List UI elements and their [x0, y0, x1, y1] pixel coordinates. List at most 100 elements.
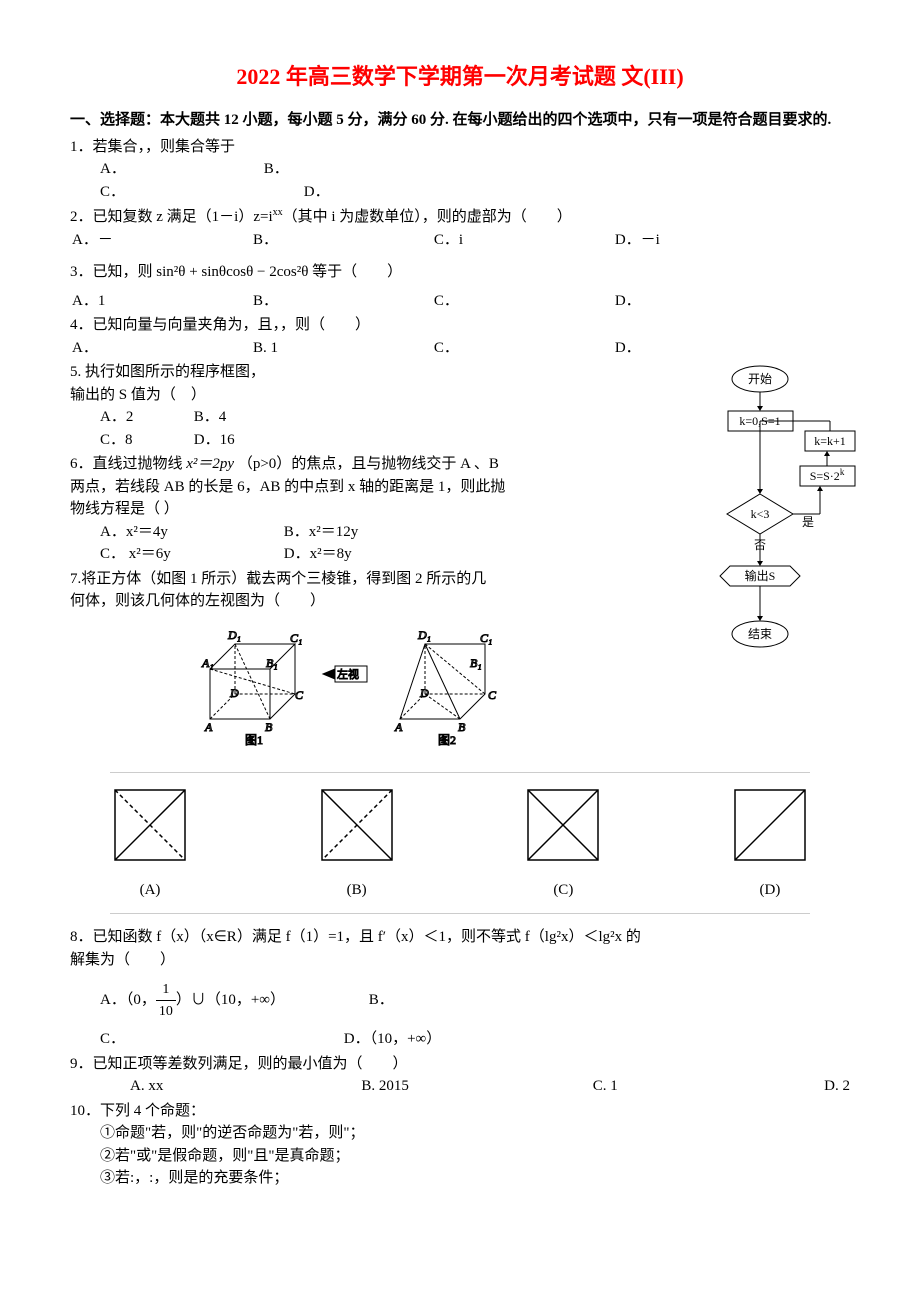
- q10-p2: ②若"或"是假命题，则"且"是真命题；: [70, 1145, 850, 1168]
- svg-text:C: C: [295, 688, 304, 702]
- q3-opt-a: A．1: [72, 290, 253, 313]
- choice-b-label: (B): [317, 879, 397, 902]
- svg-text:B₁: B₁: [470, 656, 482, 670]
- fig1-label: 图1: [245, 733, 263, 747]
- q1-opts-row1: A． B．: [70, 158, 850, 181]
- svg-text:A: A: [394, 720, 403, 734]
- q6-opts-r1: A．x²＝4y B．x²＝12y: [70, 521, 610, 544]
- q9-opt-a: A. xx: [130, 1075, 361, 1098]
- arrow-label: 左视: [337, 667, 359, 681]
- q7-stem1: 7.将正方体（如图 1 所示）截去两个三棱锥，得到图 2 所示的几: [70, 571, 486, 587]
- q3-opt-c: C．: [434, 290, 615, 313]
- svg-text:D₁: D₁: [227, 628, 241, 642]
- q2-opts: A．－ B． C．i D．－i: [70, 229, 850, 252]
- q6-stem2: 的焦点，且与抛物线交于 A 、B: [291, 456, 499, 472]
- q5-opt-c: C．8: [100, 429, 190, 452]
- q4-opt-b: B. 1: [253, 337, 434, 360]
- svg-text:B: B: [458, 720, 466, 734]
- q9-opts: A. xx B. 2015 C. 1 D. 2: [70, 1075, 850, 1098]
- q6-stem4: 物线方程是（ ）: [70, 498, 610, 521]
- question-7: 7.将正方体（如图 1 所示）截去两个三棱锥，得到图 2 所示的几: [70, 568, 610, 591]
- q9-opt-b: B. 2015: [361, 1075, 592, 1098]
- q5-to-7-block: 开始 k=0,S=1 k<3 否 是 输出S 结束 k=k+1 S=S·2k 5…: [70, 361, 850, 613]
- q6-opt-c: C． x²＝6y: [100, 543, 280, 566]
- section-heading: 一、选择题：本大题共 12 小题，每小题 5 分，满分 60 分. 在每小题给出…: [70, 109, 850, 132]
- q8-opt-a-post: ）∪（10，+∞）: [176, 992, 285, 1008]
- choice-d-label: (D): [730, 879, 810, 902]
- flow-out: 输出S: [745, 568, 776, 583]
- q6-eq: x²＝2py: [186, 456, 234, 472]
- q2-opt-d: D．－i: [615, 229, 850, 252]
- choice-a-label: (A): [110, 879, 190, 902]
- choice-c: (C): [523, 785, 603, 901]
- question-9: 9．已知正项等差数列满足，则的最小值为（ ）: [70, 1053, 850, 1076]
- q3-stem2: 等于（ ）: [312, 264, 402, 280]
- q3-opts: A．1 B． C． D．: [70, 290, 850, 313]
- q10-p3: ③若:，:，则是的充要条件；: [70, 1167, 850, 1190]
- q6-opt-d: D．x²＝8y: [284, 546, 352, 562]
- q2-opt-a: A．－: [72, 229, 253, 252]
- question-5: 5. 执行如图所示的程序框图，: [70, 361, 610, 384]
- q8-stem2: 解集为（ ）: [70, 949, 850, 972]
- q8-frac: 110: [156, 979, 176, 1022]
- flow-mult-exp: k: [840, 467, 845, 477]
- svg-text:C: C: [488, 688, 497, 702]
- q8-opt-c: C．: [100, 1028, 340, 1051]
- svg-text:S=S·2k: S=S·2k: [810, 467, 845, 483]
- q5-stem2: 输出的 S 值为（ ）: [70, 384, 610, 407]
- q6-paren: （p>0）: [238, 456, 291, 472]
- question-3: 3．已知，则 sin²θ + sinθcosθ − 2cos²θ 等于（ ）: [70, 261, 850, 284]
- q4-opt-a: A．: [72, 337, 253, 360]
- q10-stem: 10．下列 4 个命题：: [70, 1103, 205, 1119]
- q2-stem2: （其中 i 为虚数单位），则的虚部为（ ）: [283, 209, 572, 225]
- q7-stem2: 何体，则该几何体的左视图为（ ）: [70, 590, 610, 613]
- q1-opts-row2: C． D．: [70, 181, 850, 204]
- q5-opts-r2: C．8 D．16: [70, 429, 610, 452]
- q6-opt-a: A．x²＝4y: [100, 521, 280, 544]
- q3-opt-b: B．: [253, 290, 434, 313]
- q1-opt-a: A．: [100, 158, 260, 181]
- q2-opt-c: C．i: [434, 229, 615, 252]
- flow-start: 开始: [748, 372, 772, 386]
- q5-opts-r1: A．2 B．4: [70, 406, 610, 429]
- question-10: 10．下列 4 个命题：: [70, 1100, 850, 1123]
- svg-text:D: D: [229, 686, 239, 700]
- q8-frac-den: 10: [156, 1001, 176, 1022]
- choice-a: (A): [110, 785, 190, 901]
- choice-d: (D): [730, 785, 810, 901]
- question-8: 8．已知函数 f（x）（x∈R）满足 f（1）=1，且 f′（x）＜1，则不等式…: [70, 926, 850, 949]
- question-6: 6．直线过抛物线 x²＝2py （p>0）的焦点，且与抛物线交于 A 、B: [70, 453, 610, 476]
- question-2: 2．已知复数 z 满足（1－i）z=ixx（其中 i 为虚数单位），则的虚部为（…: [70, 205, 850, 229]
- flow-no: 否: [754, 538, 766, 552]
- flow-init: k=0,S=1: [739, 414, 780, 428]
- q6-opts-r2: C． x²＝6y D．x²＝8y: [70, 543, 610, 566]
- q1-opt-c: C．: [100, 181, 300, 204]
- q5-opt-a: A．2: [100, 406, 190, 429]
- q5-opt-b: B．4: [194, 409, 227, 425]
- q1-opt-d: D．: [304, 184, 330, 200]
- q4-opts: A． B. 1 C． D．: [70, 337, 850, 360]
- q3-opt-d: D．: [615, 290, 850, 313]
- fig2-label: 图2: [438, 733, 456, 747]
- q8-stem: 8．已知函数 f（x）（x∈R）满足 f（1）=1，且 f′（x）＜1，则不等式…: [70, 929, 641, 945]
- q10-p1: ①命题"若，则"的逆否命题为"若，则"；: [70, 1122, 850, 1145]
- q2-stem: 2．已知复数 z 满足（1－i）z=i: [70, 209, 273, 225]
- svg-text:B₁: B₁: [266, 656, 278, 670]
- question-1: 1．若集合，，则集合等于: [70, 136, 850, 159]
- q5-stem1: 5. 执行如图所示的程序框图，: [70, 364, 265, 380]
- q4-opt-c: C．: [434, 337, 615, 360]
- q9-opt-c: C. 1: [593, 1075, 824, 1098]
- flow-inc: k=k+1: [814, 434, 846, 448]
- svg-text:C₁: C₁: [480, 631, 492, 645]
- q6-stem3: 两点，若线段 AB 的长是 6，AB 的中点到 x 轴的距离是 1，则此抛: [70, 476, 610, 499]
- svg-text:A: A: [204, 720, 213, 734]
- q8-opt-b: B．: [369, 992, 394, 1008]
- q3-stem1: 3．已知，则: [70, 264, 153, 280]
- q8-opt-a-pre: A．（0，: [100, 992, 156, 1008]
- q5-opt-d: D．16: [194, 432, 235, 448]
- q8-opts-r2: C． D．（10，+∞）: [70, 1028, 850, 1051]
- svg-text:D₁: D₁: [417, 628, 431, 642]
- choice-b: (B): [317, 785, 397, 901]
- exam-title: 2022 年高三数学下学期第一次月考试题 文(III): [70, 60, 850, 93]
- svg-text:A₁: A₁: [201, 656, 214, 670]
